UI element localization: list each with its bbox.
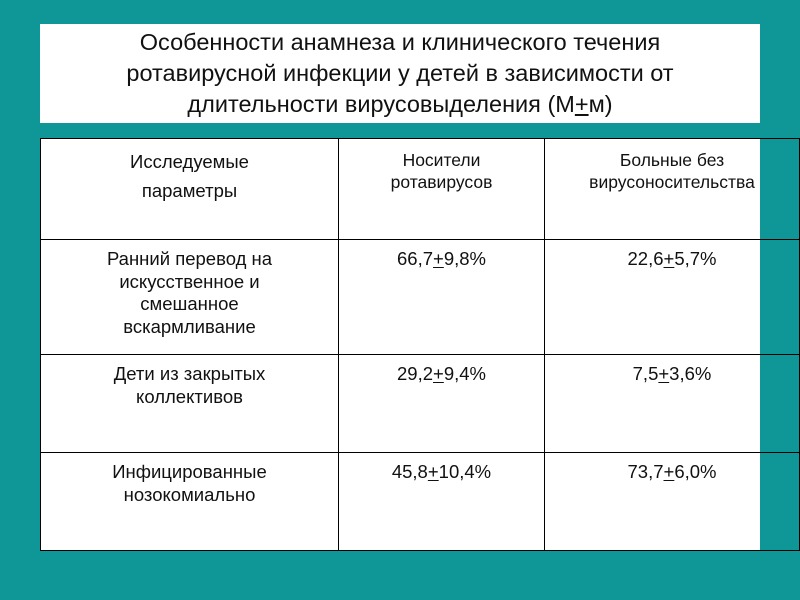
- row-label-text: коллективов: [136, 385, 243, 407]
- value-mean: 73,7: [627, 461, 664, 482]
- value-error: 10,4%: [438, 461, 492, 482]
- header-text: параметры: [141, 180, 238, 201]
- row-label-text: смешанное: [140, 293, 239, 314]
- value-error: 9,8%: [443, 248, 486, 269]
- plus-minus-sign: +: [433, 248, 444, 269]
- plus-minus-sign: +: [663, 461, 675, 482]
- header-patients: Больные без вирусоносительства: [544, 138, 800, 240]
- title-line-3-post: м): [588, 91, 613, 117]
- title-line-3: длительности вирусовыделения (М+м): [126, 89, 673, 120]
- patients-value: 7,5+3,6%: [544, 354, 800, 453]
- carriers-value: 45,8+10,4%: [338, 452, 545, 551]
- plus-minus-sign: +: [663, 248, 675, 269]
- value-error: 3,6%: [669, 363, 712, 384]
- title-line-3-pre: длительности вирусовыделения (М: [187, 91, 575, 117]
- header-text: Носители: [402, 150, 481, 170]
- table-row: Инфицированные нозокомиально 45,8+10,4% …: [40, 452, 800, 551]
- value-error: 9,4%: [443, 363, 486, 384]
- row-label: Инфицированные нозокомиально: [40, 452, 339, 551]
- title-line-1: Особенности анамнеза и клинического тече…: [139, 29, 661, 55]
- row-label-text: Дети из закрытых: [113, 363, 266, 384]
- table-row: Ранний перевод на искусственное и смешан…: [40, 239, 800, 355]
- header-text: ротавирусов: [390, 172, 493, 192]
- plus-minus-sign: +: [574, 91, 589, 117]
- value-error: 5,7%: [674, 248, 717, 269]
- value-mean: 29,2: [397, 363, 434, 384]
- value-mean: 66,7: [397, 248, 434, 269]
- plus-minus-sign: +: [433, 363, 444, 384]
- value-error: 6,0%: [674, 461, 717, 482]
- row-label-text: нозокомиально: [123, 483, 256, 505]
- plus-minus-sign: +: [658, 363, 670, 384]
- data-table: Исследуемые параметры Носители ротавирус…: [40, 138, 800, 551]
- title-line-2: ротавирусной инфекции у детей в зависимо…: [126, 60, 674, 86]
- row-label: Дети из закрытых коллективов: [40, 354, 339, 453]
- header-text: вирусоносительства: [589, 172, 755, 192]
- value-mean: 45,8: [391, 461, 428, 482]
- plus-minus-sign: +: [427, 461, 439, 482]
- table-panel: Исследуемые параметры Носители ротавирус…: [40, 138, 800, 551]
- patients-value: 22,6+5,7%: [544, 239, 800, 355]
- carriers-value: 29,2+9,4%: [338, 354, 545, 453]
- table-header-row: Исследуемые параметры Носители ротавирус…: [40, 138, 800, 240]
- header-parameters: Исследуемые параметры: [40, 138, 339, 240]
- value-mean: 7,5: [632, 363, 659, 384]
- row-label-text: Ранний перевод на: [106, 248, 273, 269]
- value-mean: 22,6: [627, 248, 664, 269]
- header-text: Больные без: [619, 150, 725, 170]
- slide-title: Особенности анамнеза и клинического тече…: [126, 27, 673, 120]
- row-label-text: искусственное и: [119, 270, 260, 292]
- header-carriers: Носители ротавирусов: [338, 138, 545, 240]
- row-label-text: Инфицированные: [112, 461, 267, 482]
- row-label-text: вскармливание: [123, 315, 256, 337]
- table-row: Дети из закрытых коллективов 29,2+9,4% 7…: [40, 354, 800, 453]
- carriers-value: 66,7+9,8%: [338, 239, 545, 355]
- header-text: Исследуемые: [130, 151, 249, 172]
- patients-value: 73,7+6,0%: [544, 452, 800, 551]
- row-label: Ранний перевод на искусственное и смешан…: [40, 239, 339, 355]
- title-panel: Особенности анамнеза и клинического тече…: [40, 24, 760, 123]
